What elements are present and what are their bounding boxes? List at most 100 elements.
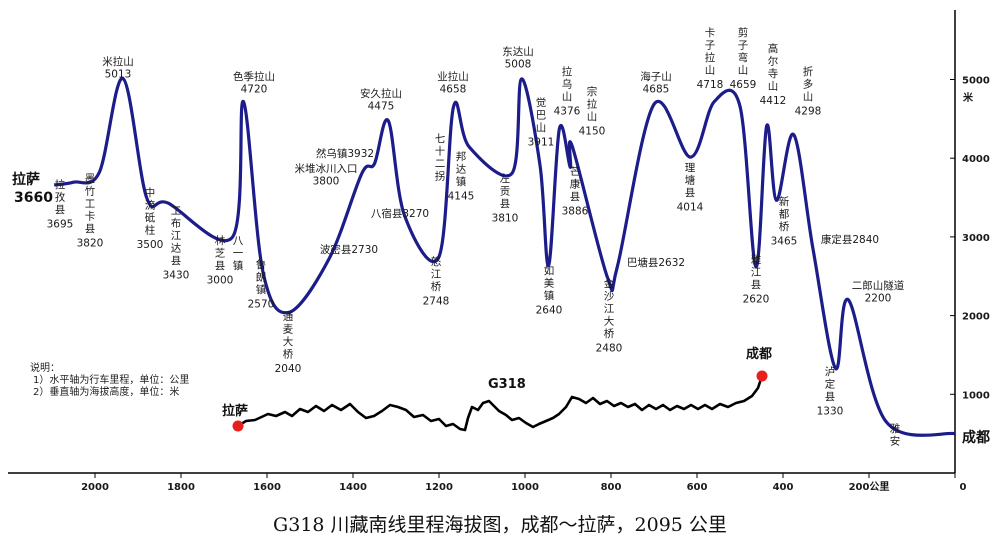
place-name-char: 七 [435,133,446,145]
place-label: 芒康县 3886 [562,165,589,218]
place-elevation: 4376 [554,106,581,118]
end-city-label: 成都 [962,429,990,446]
place-name-char: 中 [145,186,156,199]
x-tick-label: 2000 [81,482,109,493]
place-name-char: 砥 [145,211,156,224]
place-name-char: 二 [435,158,446,170]
place-name-char: 卡 [85,210,96,223]
place-name-char: 拉 [55,178,66,191]
place-elevation: 2570 [248,299,275,311]
place-name-char: 江 [171,230,182,242]
place-label: 理塘县 4014 [677,162,704,214]
place-elevation: 3695 [47,219,74,231]
place-label: 康定县2840 [821,233,879,246]
place-label: 左贡县 3810 [492,172,519,225]
place-name-char: 寺 [768,68,779,80]
elevation-chart: 2000 1800 1600 1400 1200 1000 800 600 400 200公里 0 1… [8,10,990,493]
place-elevation: 4685 [643,84,670,96]
place-name-char: 康 [570,178,581,191]
place-label: 雅安 [890,422,901,448]
place-name-char: 县 [215,260,226,272]
chart-title: G318 川藏南线里程海拔图，成都～拉萨，2095 公里 [273,514,727,536]
x-tick-label: 1600 [253,482,281,493]
place-name: 二郎山隧道 [852,279,905,292]
place-name-char: 芝 [215,247,226,260]
place-label: 八一镇 [233,235,244,272]
place-label: 林芝县 3000 [207,234,234,287]
place-elevation: 4659 [730,79,757,91]
place-elevation: 3465 [771,236,798,248]
note-line: 2）垂直轴为海拔高度，单位：米 [33,385,179,398]
place-name-char: 竹 [85,185,96,198]
x-tick-label: 1200 [425,482,453,493]
place-name-char: 镇 [256,283,267,296]
place-name-char: 朗 [256,272,267,284]
place-elevation: 4412 [760,95,787,107]
place-elevation: 4298 [795,106,822,118]
y-tick-label: 1000 [962,390,990,401]
place-name-char: 安 [890,435,901,448]
place-name-char: 县 [570,191,581,203]
place-elevation: 3911 [528,137,555,149]
place-label: 如美镇 2640 [536,264,563,317]
place-name-char: 高 [768,42,779,55]
y-tick-label: 2000 [962,312,990,323]
place-name: 海子山 [640,70,672,83]
place-name: 康定县2840 [821,233,879,246]
place-elevation: 4145 [448,191,475,203]
place-name: 业拉山 [437,70,469,83]
x-tick-label: 1800 [167,482,195,493]
place-name-char: 泸 [825,366,836,378]
place-name-char: 折 [803,65,814,78]
place-name-char: 柱 [145,224,156,237]
place-name-char: 拉 [587,98,598,111]
place-name-char: 拐 [435,170,446,183]
y-tick-label: 3000 [962,233,990,244]
place-name-char: 贡 [500,186,511,198]
note-line: 说明： [30,361,60,374]
place-name-char: 一 [233,248,244,260]
place-label: 波密县2730 [320,243,378,256]
place-name-char: 左 [500,172,511,185]
place-elevation: 3886 [562,206,589,218]
place-name-char: 雅 [751,253,762,266]
place-name-char: 宗 [587,85,598,98]
place-name-char: 子 [705,40,716,52]
place-name-char: 镇 [233,259,244,272]
place-elevation: 3500 [137,239,164,251]
y-tick-label: 4000 [962,154,990,165]
place-name-char: 镇 [544,289,555,302]
y-tick-label: 5000 [962,76,990,87]
place-name: 米拉山 [102,55,134,68]
place-label: 拉乌山 4376 [554,65,581,118]
y-unit-label: 米 [963,91,974,104]
place-label: 泸定县 1330 [817,366,844,418]
place-name-char: 塘 [685,174,696,187]
place-name-char: 都 [779,209,790,221]
place-elevation: 2200 [865,293,892,305]
place-name-char: 工 [171,205,182,217]
place-name-char: 江 [604,303,615,315]
place-name-char: 桥 [779,221,790,233]
place-name-char: 芒 [570,165,581,178]
place-label: 拉孜县 3695 [47,178,74,231]
place-name-char: 麦 [283,324,294,336]
place-labels: 拉孜县3695墨竹工卡县3820米拉山5013中流砥柱3500工布江达县3430… [12,26,990,448]
place-name-char: 达 [456,164,467,176]
place-name-char: 觉 [536,97,547,109]
end-marker [756,370,768,382]
place-name-char: 大 [283,335,294,348]
place-label: 邦达镇 4145 [448,150,475,203]
place-name-char: 县 [500,198,511,210]
place-elevation: 3000 [207,275,234,287]
place-name-char: 如 [544,264,555,277]
place-label: 觉巴山 3911 [528,97,555,149]
route-start-label: 拉萨 [222,403,248,419]
start-city-label: 拉萨 [12,171,40,188]
